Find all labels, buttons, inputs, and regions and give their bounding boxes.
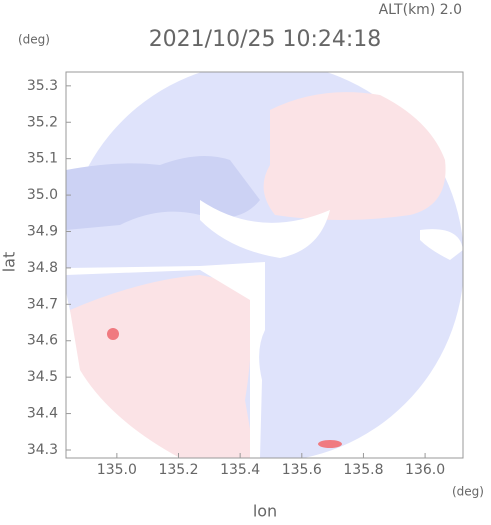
y-tick-label: 34.7 <box>27 296 58 312</box>
gap <box>66 262 265 458</box>
x-tick-label: 135.0 <box>97 462 137 478</box>
y-tick-label: 34.9 <box>27 223 58 239</box>
chart-title: 2021/10/25 10:24:18 <box>149 27 382 52</box>
altitude-label: ALT(km) 2.0 <box>379 2 462 18</box>
radar-field <box>66 72 463 458</box>
y-tick-label: 34.6 <box>27 333 58 349</box>
x-tick-label: 135.8 <box>343 462 383 478</box>
y-unit: (deg) <box>18 33 50 47</box>
pink-zone <box>70 275 255 458</box>
x-unit: (deg) <box>452 485 484 499</box>
y-tick-label: 35.3 <box>27 78 58 94</box>
y-axis-label: lat <box>0 252 19 273</box>
x-tick-label: 135.2 <box>158 462 198 478</box>
y-tick-label: 34.3 <box>27 442 58 458</box>
y-tick-label: 34.4 <box>27 406 58 422</box>
x-tick-label: 135.6 <box>282 462 322 478</box>
y-tick-label: 34.8 <box>27 260 58 276</box>
gap <box>420 229 463 260</box>
y-tick-label: 35.2 <box>27 114 58 130</box>
echo-spot <box>107 328 119 340</box>
y-tick-label: 35.1 <box>27 151 58 167</box>
gap <box>200 200 330 258</box>
x-tick-label: 136.0 <box>405 462 445 478</box>
pink-zone <box>263 92 446 220</box>
y-tick-label: 34.5 <box>27 369 58 385</box>
frame <box>65 71 464 459</box>
x-tick-label: 135.4 <box>220 462 260 478</box>
y-tick-label: 35.0 <box>27 187 58 203</box>
echo-spot <box>318 440 342 448</box>
x-axis-label: lon <box>253 502 277 521</box>
